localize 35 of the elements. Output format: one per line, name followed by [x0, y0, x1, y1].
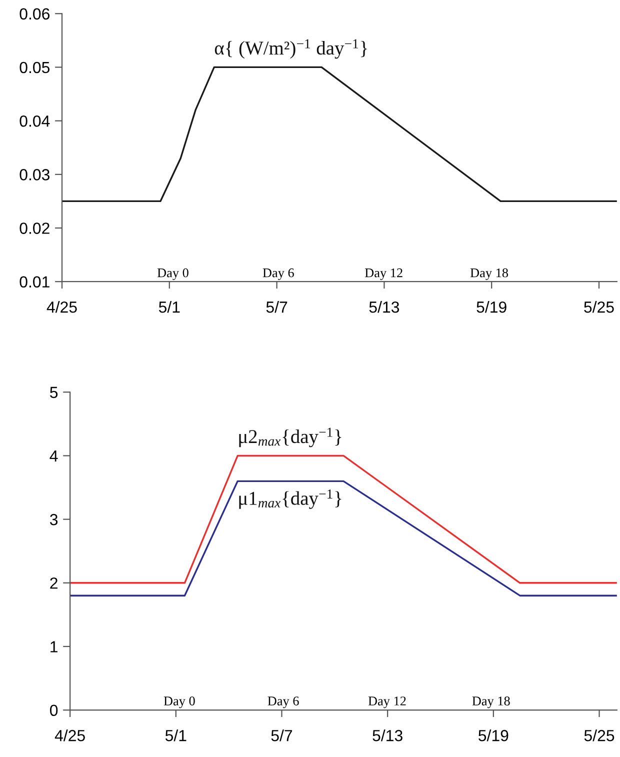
y-tick-label: 0.03 [20, 169, 50, 180]
annotation: Day 12 [368, 696, 406, 708]
series-label: μ1$_{max}${day$^{−1}$} [239, 489, 342, 509]
y-tick-label: 1 [50, 641, 58, 652]
x-tick-label: 4/25 [54, 730, 85, 742]
y-tick-label: 3 [50, 514, 58, 526]
x-tick-label: 5/7 [266, 301, 288, 313]
y-tick-label: 4 [50, 450, 58, 462]
x-tick-label: 5/13 [372, 730, 402, 742]
y-tick-label: 0.01 [20, 276, 50, 288]
x-tick-label: 5/13 [369, 301, 400, 313]
y-tick-label: 0 [50, 704, 58, 716]
y-tick-label: 0.02 [20, 222, 50, 234]
y-tick-label: 0.06 [20, 8, 50, 20]
annotation: Day 0 [164, 696, 195, 708]
y-tick-label: 0.04 [20, 115, 50, 127]
annotation: Day 0 [157, 268, 188, 280]
x-tick-label: 5/1 [158, 301, 180, 313]
x-tick-label: 5/19 [476, 301, 506, 313]
x-tick-label: 5/25 [584, 301, 614, 313]
x-tick-label: 5/1 [165, 730, 186, 742]
series-label: μ2$_{max}${day$^{−1}$} [239, 428, 342, 448]
annotation: Day 18 [470, 268, 508, 280]
annotation: Day 18 [472, 696, 510, 708]
x-tick-label: 4/25 [46, 301, 77, 313]
series-label: α{ (W/m²)$^{−1}$ day$^{−1}$} [214, 39, 367, 59]
x-tick-label: 5/19 [478, 730, 508, 742]
y-tick-label: 2 [50, 578, 58, 589]
annotation: Day 6 [268, 696, 299, 708]
annotation: Day 12 [364, 268, 402, 280]
y-tick-label: 0.05 [20, 62, 50, 74]
y-tick-label: 5 [50, 386, 58, 398]
x-tick-label: 5/25 [584, 730, 614, 742]
annotation: Day 6 [262, 268, 294, 280]
x-tick-label: 5/7 [271, 730, 292, 742]
